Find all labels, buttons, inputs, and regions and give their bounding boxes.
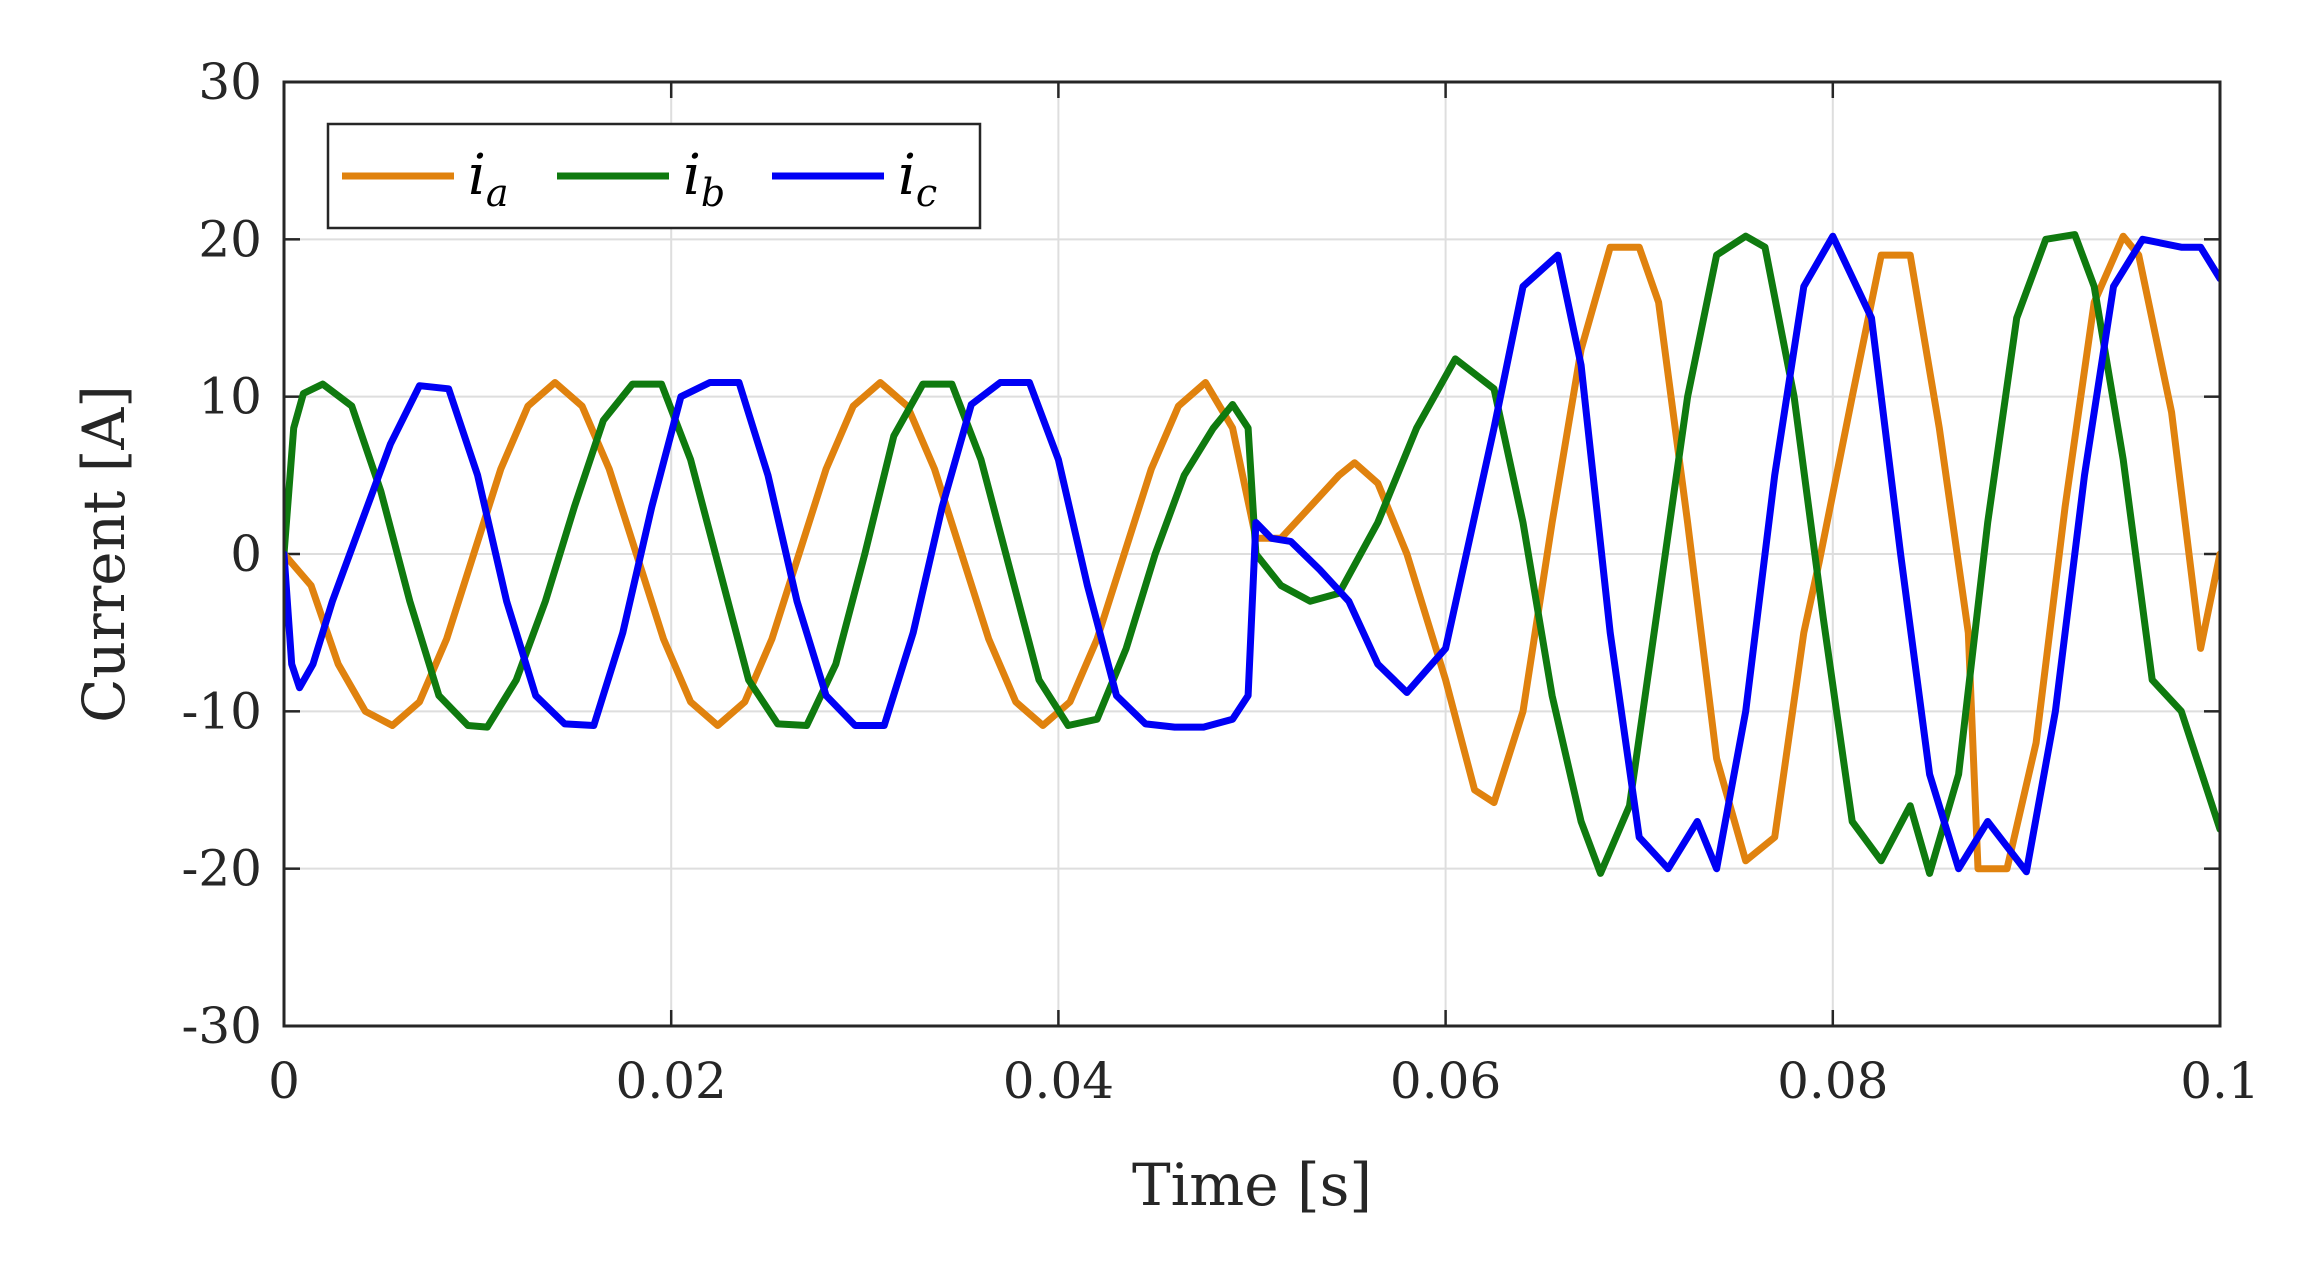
y-tick-label: 30 [198,53,262,111]
series-line-c [284,232,2220,876]
y-tick-label: -10 [181,682,262,740]
series-group [284,231,2220,877]
y-axis-label: Current [A] [70,385,138,723]
x-tick-label: 0 [268,1052,300,1110]
x-tick-label: 0.06 [1390,1052,1501,1110]
x-tick-label: 0.02 [616,1052,727,1110]
y-tick-label: -20 [181,840,262,898]
y-tick-label: 0 [230,525,262,583]
y-tick-label: 10 [198,368,262,426]
y-tick-label: 20 [198,210,262,268]
x-axis-label: Time [s] [1132,1151,1372,1219]
y-tick-label: -30 [181,997,262,1055]
x-tick-label: 0.08 [1777,1052,1888,1110]
x-tick-label: 0.04 [1003,1052,1114,1110]
x-tick-label: 0.1 [2180,1052,2260,1110]
series-line-b [284,231,2220,877]
plot-frame [282,80,2222,1028]
x-tick-labels: 0 0.02 0.04 0.06 0.08 0.1 [268,1052,2260,1110]
y-tick-labels: -30 -20 -10 0 10 20 30 [181,53,262,1055]
legend: ia ib ic [326,122,982,230]
